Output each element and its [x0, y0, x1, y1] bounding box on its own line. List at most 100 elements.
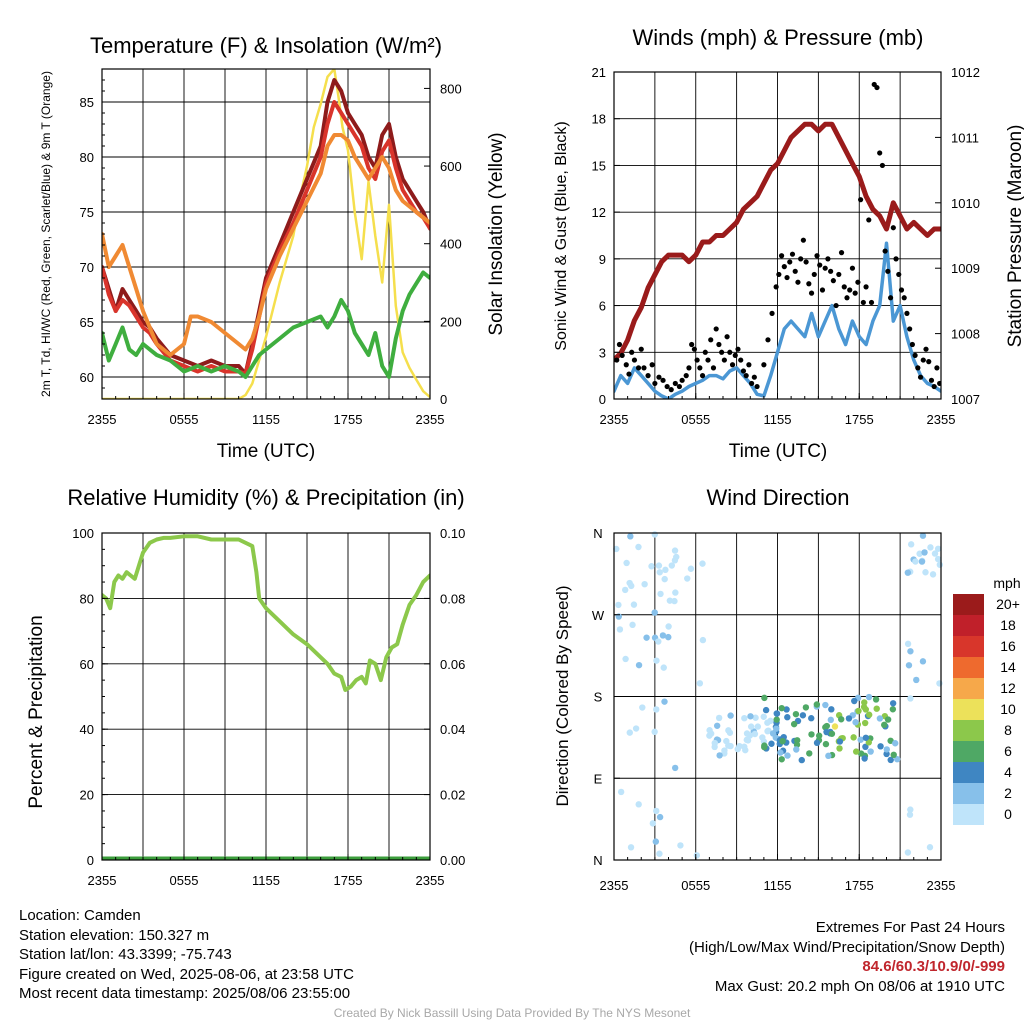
y-tick-label: 80 [80, 591, 94, 606]
direction-point [873, 705, 880, 712]
direction-point [673, 553, 680, 561]
direction-point [741, 714, 748, 722]
direction-point [622, 655, 629, 663]
direction-point [626, 729, 633, 736]
wind_gust-point [691, 346, 697, 352]
series-group [102, 534, 430, 860]
direction-point [778, 756, 785, 763]
direction-point [684, 575, 691, 582]
temperature-chart-title: Temperature (F) & Insolation (W/m²) [90, 33, 442, 58]
y-tick-label: 0 [87, 853, 94, 868]
direction-point [653, 807, 660, 815]
wind_gust-point [761, 362, 767, 368]
wind_gust-point [909, 341, 915, 348]
y-tick-label: 3 [599, 345, 606, 360]
wind_gust-point [907, 326, 913, 332]
wind_gust-point [879, 162, 886, 169]
wind_gust-point [778, 253, 785, 259]
y-tick-label: 0 [599, 392, 606, 407]
winds-x-axis-label: Time (UTC) [729, 441, 828, 462]
direction-point [889, 706, 897, 713]
direction-point [715, 714, 723, 722]
x-tick-label: 1155 [252, 412, 280, 427]
wind_gust-point [769, 310, 775, 316]
direction-point [655, 638, 662, 645]
y-tick-label: 6 [599, 299, 606, 314]
direction-point [656, 813, 664, 821]
direction-point [754, 723, 762, 730]
direction-tick-label: N [593, 853, 602, 868]
x-tick-label: 0555 [170, 873, 199, 888]
direction-point [861, 719, 869, 727]
wind_gust-point [626, 371, 632, 377]
wind_gust-point [713, 326, 719, 332]
direction-point [651, 609, 658, 616]
direction-point [836, 738, 844, 745]
wind_gust-point [887, 295, 894, 301]
direction-point [919, 532, 927, 539]
direction-point [884, 716, 892, 723]
x-tick-label: 2355 [416, 873, 445, 888]
wind_gust-point [668, 387, 674, 393]
legend-label: 18 [1000, 617, 1016, 633]
wind_gust-point [721, 357, 727, 363]
y2-tick-label: 0.04 [440, 722, 465, 737]
direction-point [653, 706, 660, 713]
direction-point [623, 559, 630, 567]
y2-tick-label: 1007 [951, 392, 980, 407]
direction-point [713, 722, 721, 729]
wind_gust-point [649, 362, 655, 368]
x-tick-label: 0555 [681, 878, 710, 893]
direction-point [872, 696, 880, 703]
direction-point [822, 740, 830, 748]
extremes-subtitle: (High/Low/Max Wind/Precipitation/Snow De… [689, 938, 1005, 956]
direction-point [904, 849, 912, 856]
direction-point [632, 725, 640, 732]
direction-point [630, 601, 638, 608]
wind_gust-point [833, 302, 839, 309]
direction-point [635, 801, 642, 808]
wind_gust-point [664, 383, 670, 390]
y-tick-label: 20 [80, 788, 94, 803]
humidity-chart-title: Relative Humidity (%) & Precipitation (i… [67, 485, 464, 510]
wind_gust-point [784, 274, 790, 281]
wind_gust-point [746, 362, 752, 368]
wind_gust-point [652, 380, 658, 387]
direction-point [877, 743, 884, 750]
direction-point [931, 550, 939, 557]
wind_gust-point [694, 357, 700, 363]
legend-label: 12 [1000, 680, 1016, 696]
insolation-y-axis-label: Solar Insolation (Yellow) [486, 132, 507, 335]
direction-y-axis-label: Direction (Colored By Speed) [553, 585, 572, 806]
direction-point [926, 844, 934, 851]
legend-label: 10 [1000, 701, 1016, 717]
wind_gust-point [738, 357, 744, 363]
direction-point [744, 737, 752, 744]
legend-label: 20+ [996, 596, 1020, 612]
direction-point [727, 712, 734, 719]
direction-point [672, 589, 679, 596]
wind_gust-point [858, 197, 864, 203]
winds-y-axis-label: Sonic Wind & Gust (Blue, Black) [553, 121, 570, 350]
direction-point [887, 756, 894, 764]
legend-label: 6 [1004, 743, 1012, 759]
winds-chart-title: Winds (mph) & Pressure (mb) [633, 25, 924, 50]
y2-tick-label: 0.02 [440, 788, 465, 803]
wind_gust-point [847, 287, 853, 293]
direction-point [822, 701, 829, 709]
wind_gust-point [912, 352, 918, 358]
x-tick-label: 2355 [88, 873, 117, 888]
direction-point [706, 732, 713, 739]
direction-point [881, 721, 888, 729]
direction-point [802, 704, 810, 711]
direction-point [668, 562, 676, 569]
station-info: Location: Camden Station elevation: 150.… [19, 906, 354, 1004]
wind_gust-point [754, 383, 760, 390]
x-tick-label: 2355 [927, 878, 956, 893]
direction-point [904, 569, 912, 576]
y2-tick-label: 0.00 [440, 853, 465, 868]
legend-swatch [953, 699, 984, 720]
legend-swatch [953, 804, 984, 825]
direction-point [808, 715, 815, 722]
